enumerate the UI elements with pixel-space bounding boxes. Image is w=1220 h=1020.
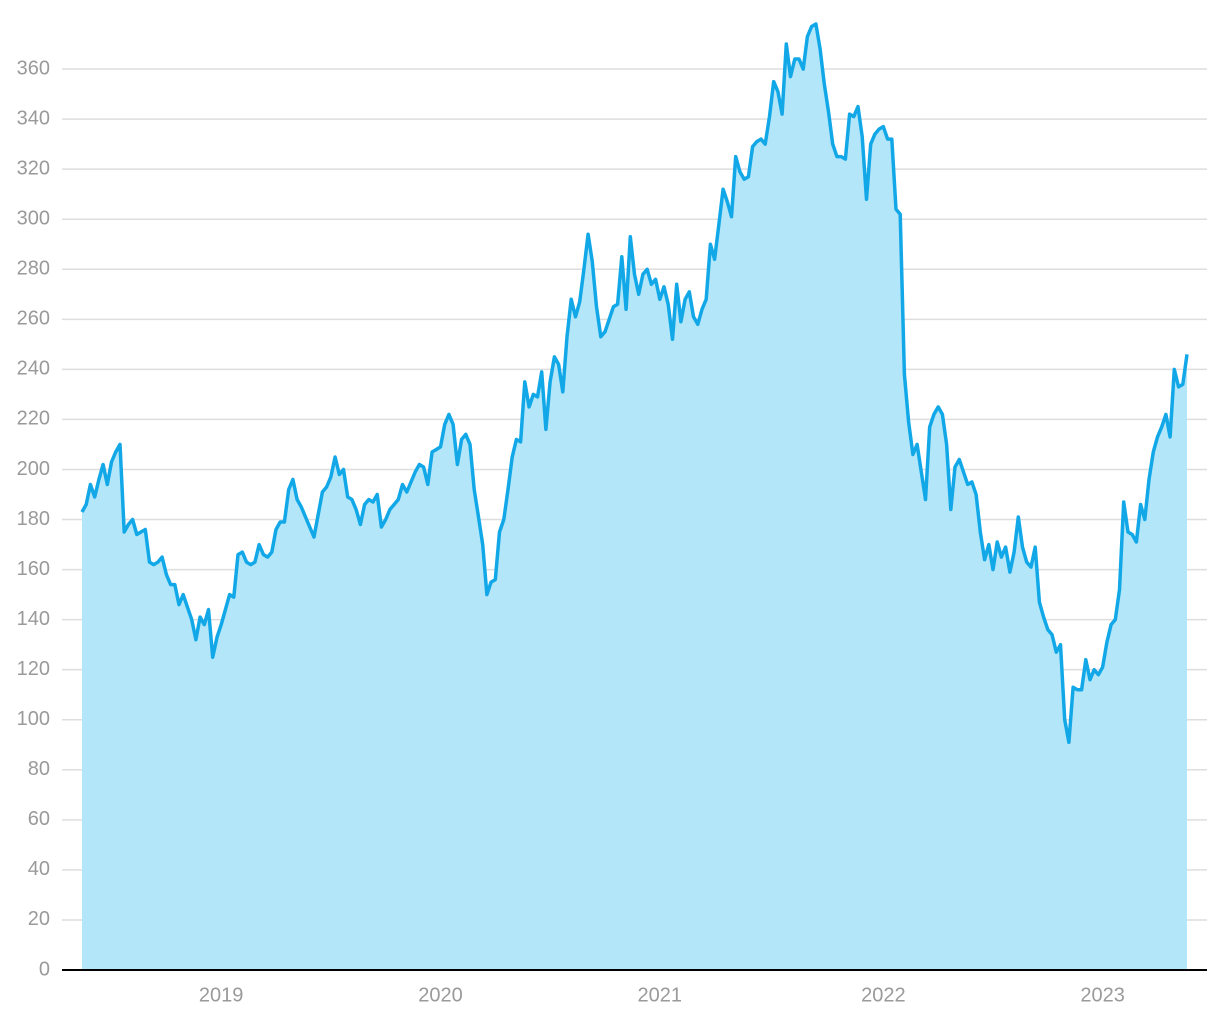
y-tick-label: 280 xyxy=(17,258,50,280)
x-tick-label: 2021 xyxy=(638,984,683,1006)
y-tick-label: 360 xyxy=(17,57,50,79)
y-tick-label: 200 xyxy=(17,458,50,480)
x-tick-label: 2019 xyxy=(199,984,244,1006)
x-tick-label: 2022 xyxy=(861,984,906,1006)
line xyxy=(80,22,1189,745)
y-tick-label: 240 xyxy=(17,358,50,380)
y-tick-label: 60 xyxy=(28,808,50,830)
y-tick-label: 120 xyxy=(17,658,50,680)
y-tick-label: 260 xyxy=(17,308,50,330)
y-tick-label: 340 xyxy=(17,107,50,129)
y-tick-label: 0 xyxy=(39,958,50,980)
y-tick-label: 160 xyxy=(17,558,50,580)
area xyxy=(82,24,1187,970)
y-tick-label: 100 xyxy=(17,708,50,730)
y-tick-label: 300 xyxy=(17,207,50,229)
y-tick-label: 80 xyxy=(28,758,50,780)
x-tick-label: 2020 xyxy=(418,984,463,1006)
y-tick-label: 220 xyxy=(17,408,50,430)
y-tick-label: 320 xyxy=(17,157,50,179)
y-tick-label: 180 xyxy=(17,508,50,530)
y-tick-label: 40 xyxy=(28,858,50,880)
y-tick-label: 140 xyxy=(17,608,50,630)
x-tick-label: 2023 xyxy=(1080,984,1125,1006)
y-tick-label: 20 xyxy=(28,908,50,930)
